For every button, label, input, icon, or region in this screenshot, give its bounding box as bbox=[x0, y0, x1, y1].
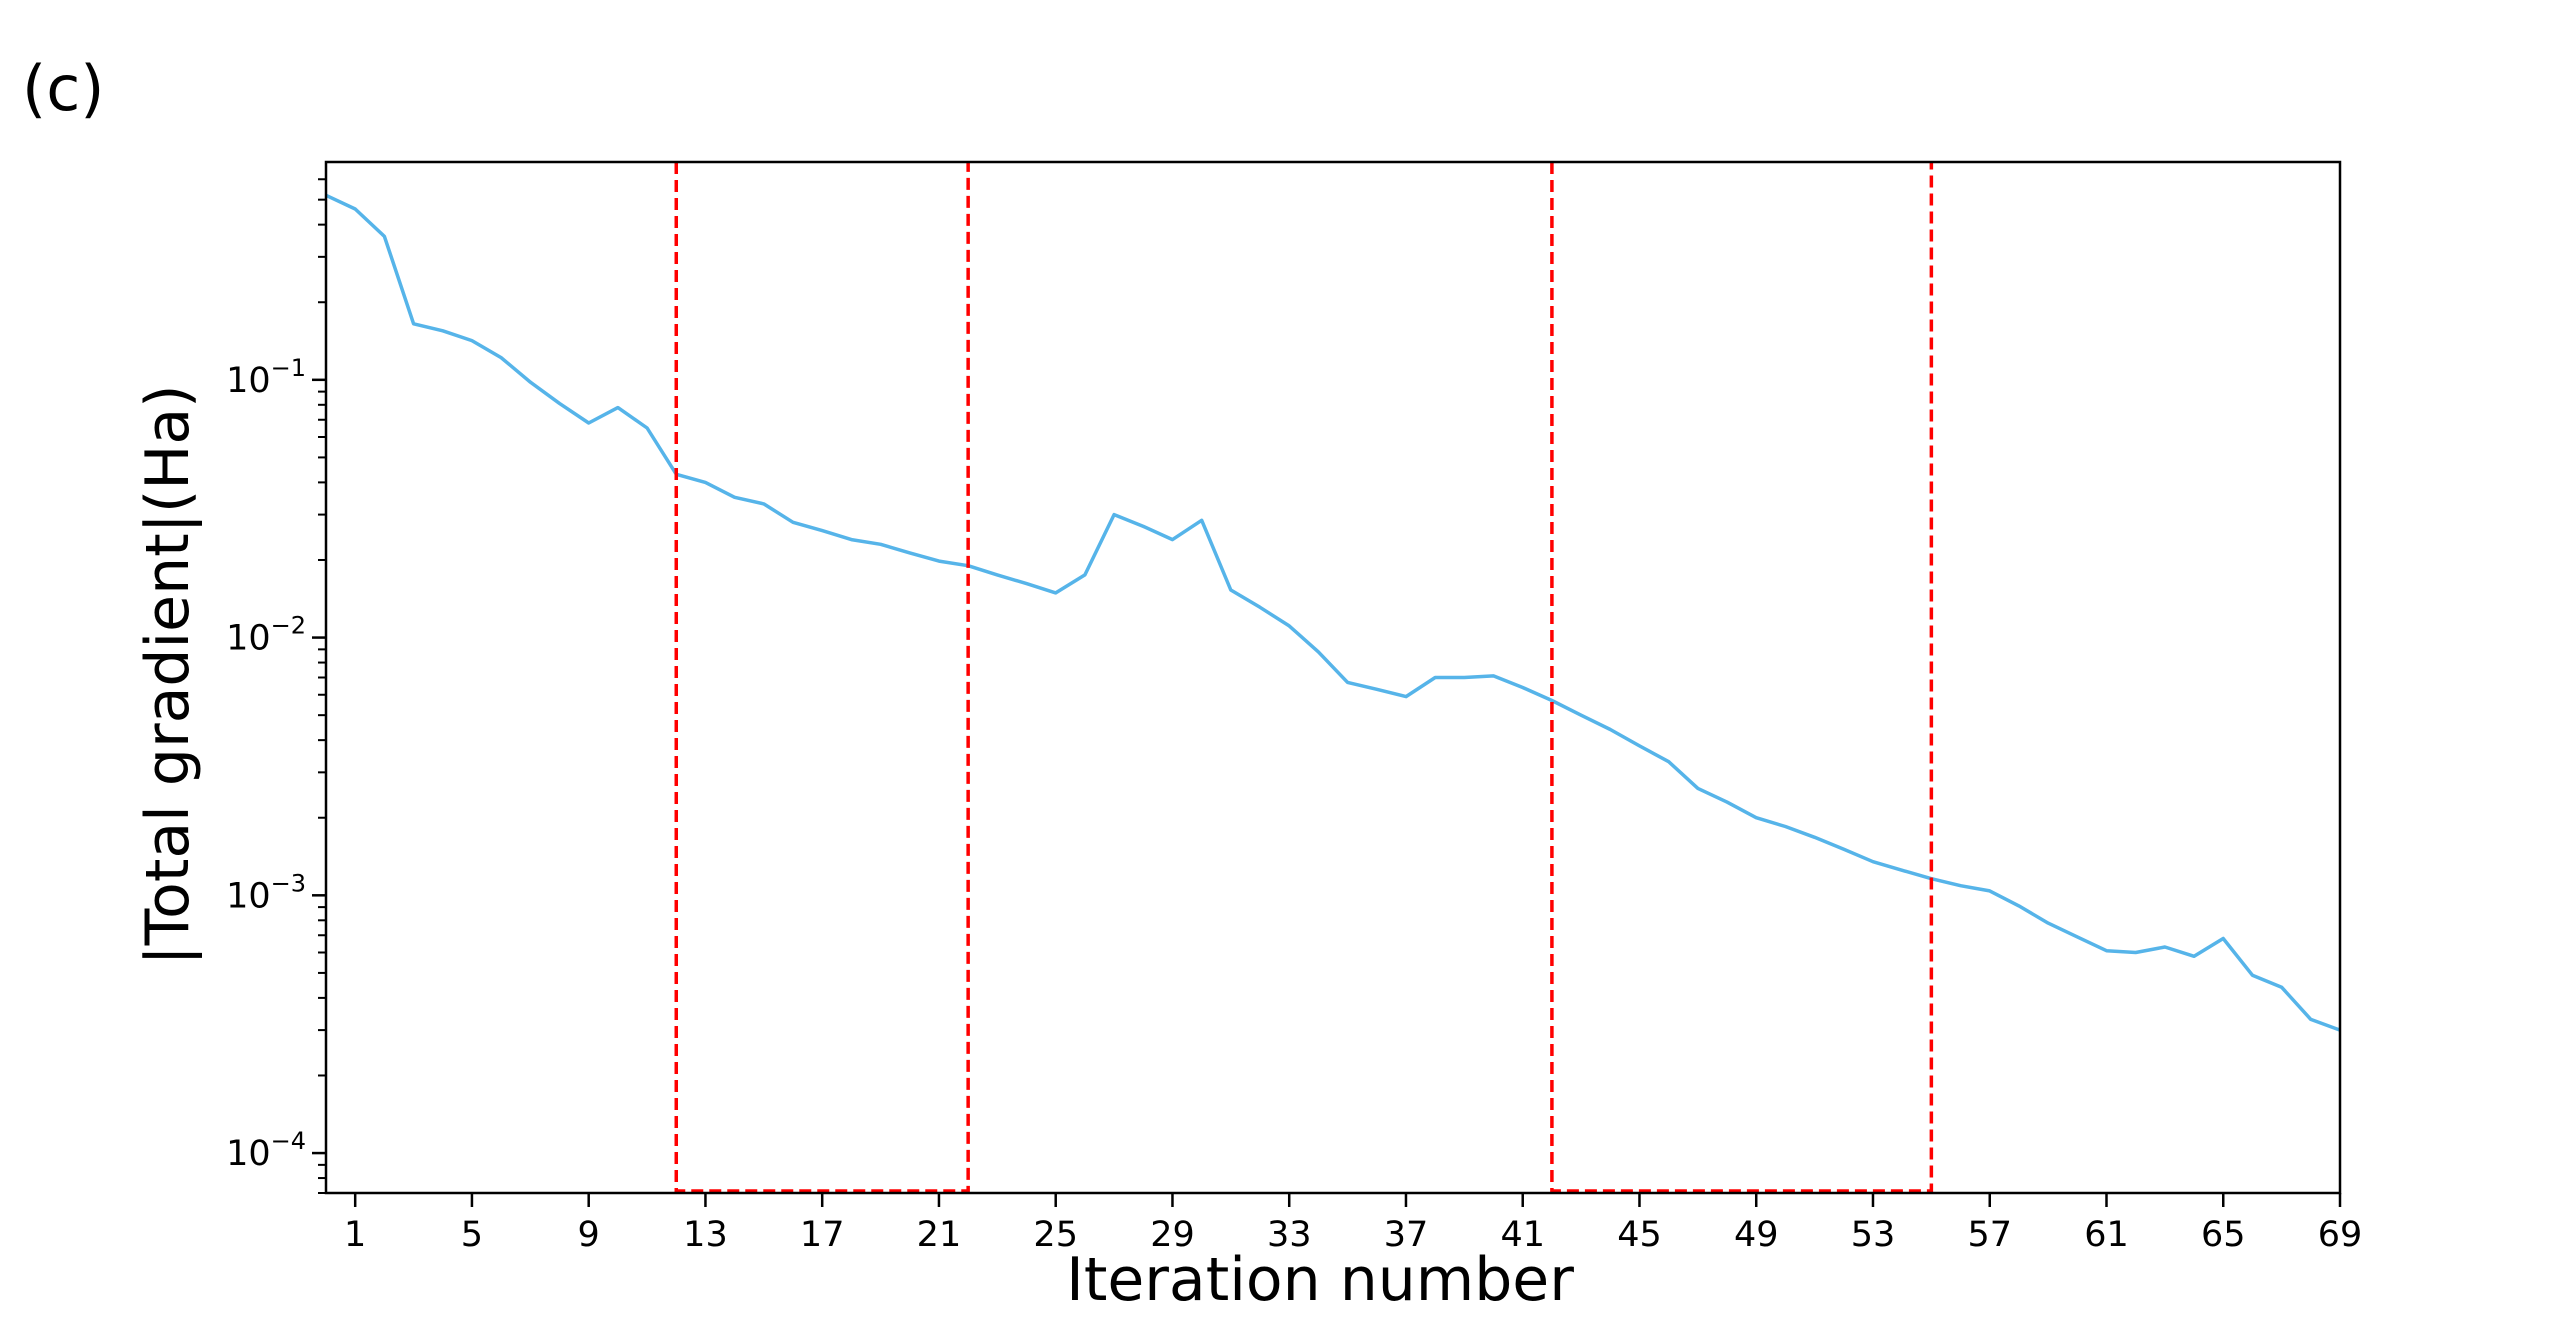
x-tick-label: 45 bbox=[1617, 1215, 1662, 1255]
x-tick-label: 61 bbox=[2084, 1215, 2129, 1255]
x-tick-label: 41 bbox=[1500, 1215, 1545, 1255]
y-tick-label: 10−1 bbox=[226, 354, 306, 401]
x-tick-label: 57 bbox=[1967, 1215, 2012, 1255]
plot-frame bbox=[324, 160, 2342, 1195]
y-tick-label: 10−3 bbox=[226, 869, 306, 916]
y-axis-ticks: 10−1 10−2 10−3 10−4 bbox=[226, 178, 326, 1194]
y-axis-title: |Total gradient|(Ha) bbox=[133, 384, 203, 965]
x-tick-label: 1 bbox=[344, 1215, 366, 1255]
x-tick-label: 13 bbox=[683, 1215, 728, 1255]
x-tick-label: 49 bbox=[1734, 1215, 1779, 1255]
x-tick-label: 37 bbox=[1384, 1215, 1429, 1255]
x-tick-label: 65 bbox=[2201, 1215, 2246, 1255]
highlight-marker-2 bbox=[1550, 162, 1934, 1193]
x-tick-label: 53 bbox=[1851, 1215, 1896, 1255]
x-tick-label: 9 bbox=[578, 1215, 600, 1255]
x-tick-label: 21 bbox=[917, 1215, 962, 1255]
y-tick-label: 10−2 bbox=[226, 612, 306, 659]
highlight-marker-1 bbox=[674, 162, 970, 1193]
x-tick-label: 29 bbox=[1150, 1215, 1195, 1255]
x-axis-ticks: 1 5 9 13 17 21 25 29 33 37 41 45 49 53 57 61 65 69 bbox=[344, 1193, 2362, 1255]
data-line bbox=[325, 193, 2341, 1032]
x-tick-label: 17 bbox=[800, 1215, 845, 1255]
panel-label: (c) bbox=[22, 52, 104, 125]
plot-area: 1 5 9 13 17 21 25 29 33 37 41 45 49 53 57 61 65 69 10−110… bbox=[226, 160, 2362, 1255]
x-tick-label: 5 bbox=[461, 1215, 483, 1255]
x-axis-title: Iteration number bbox=[1066, 1245, 1574, 1315]
y-tick-label: 10−4 bbox=[226, 1127, 306, 1174]
highlight-markers bbox=[674, 162, 1934, 1193]
x-tick-label: 69 bbox=[2318, 1215, 2363, 1255]
x-tick-label: 25 bbox=[1033, 1215, 1078, 1255]
x-tick-label: 33 bbox=[1267, 1215, 1312, 1255]
